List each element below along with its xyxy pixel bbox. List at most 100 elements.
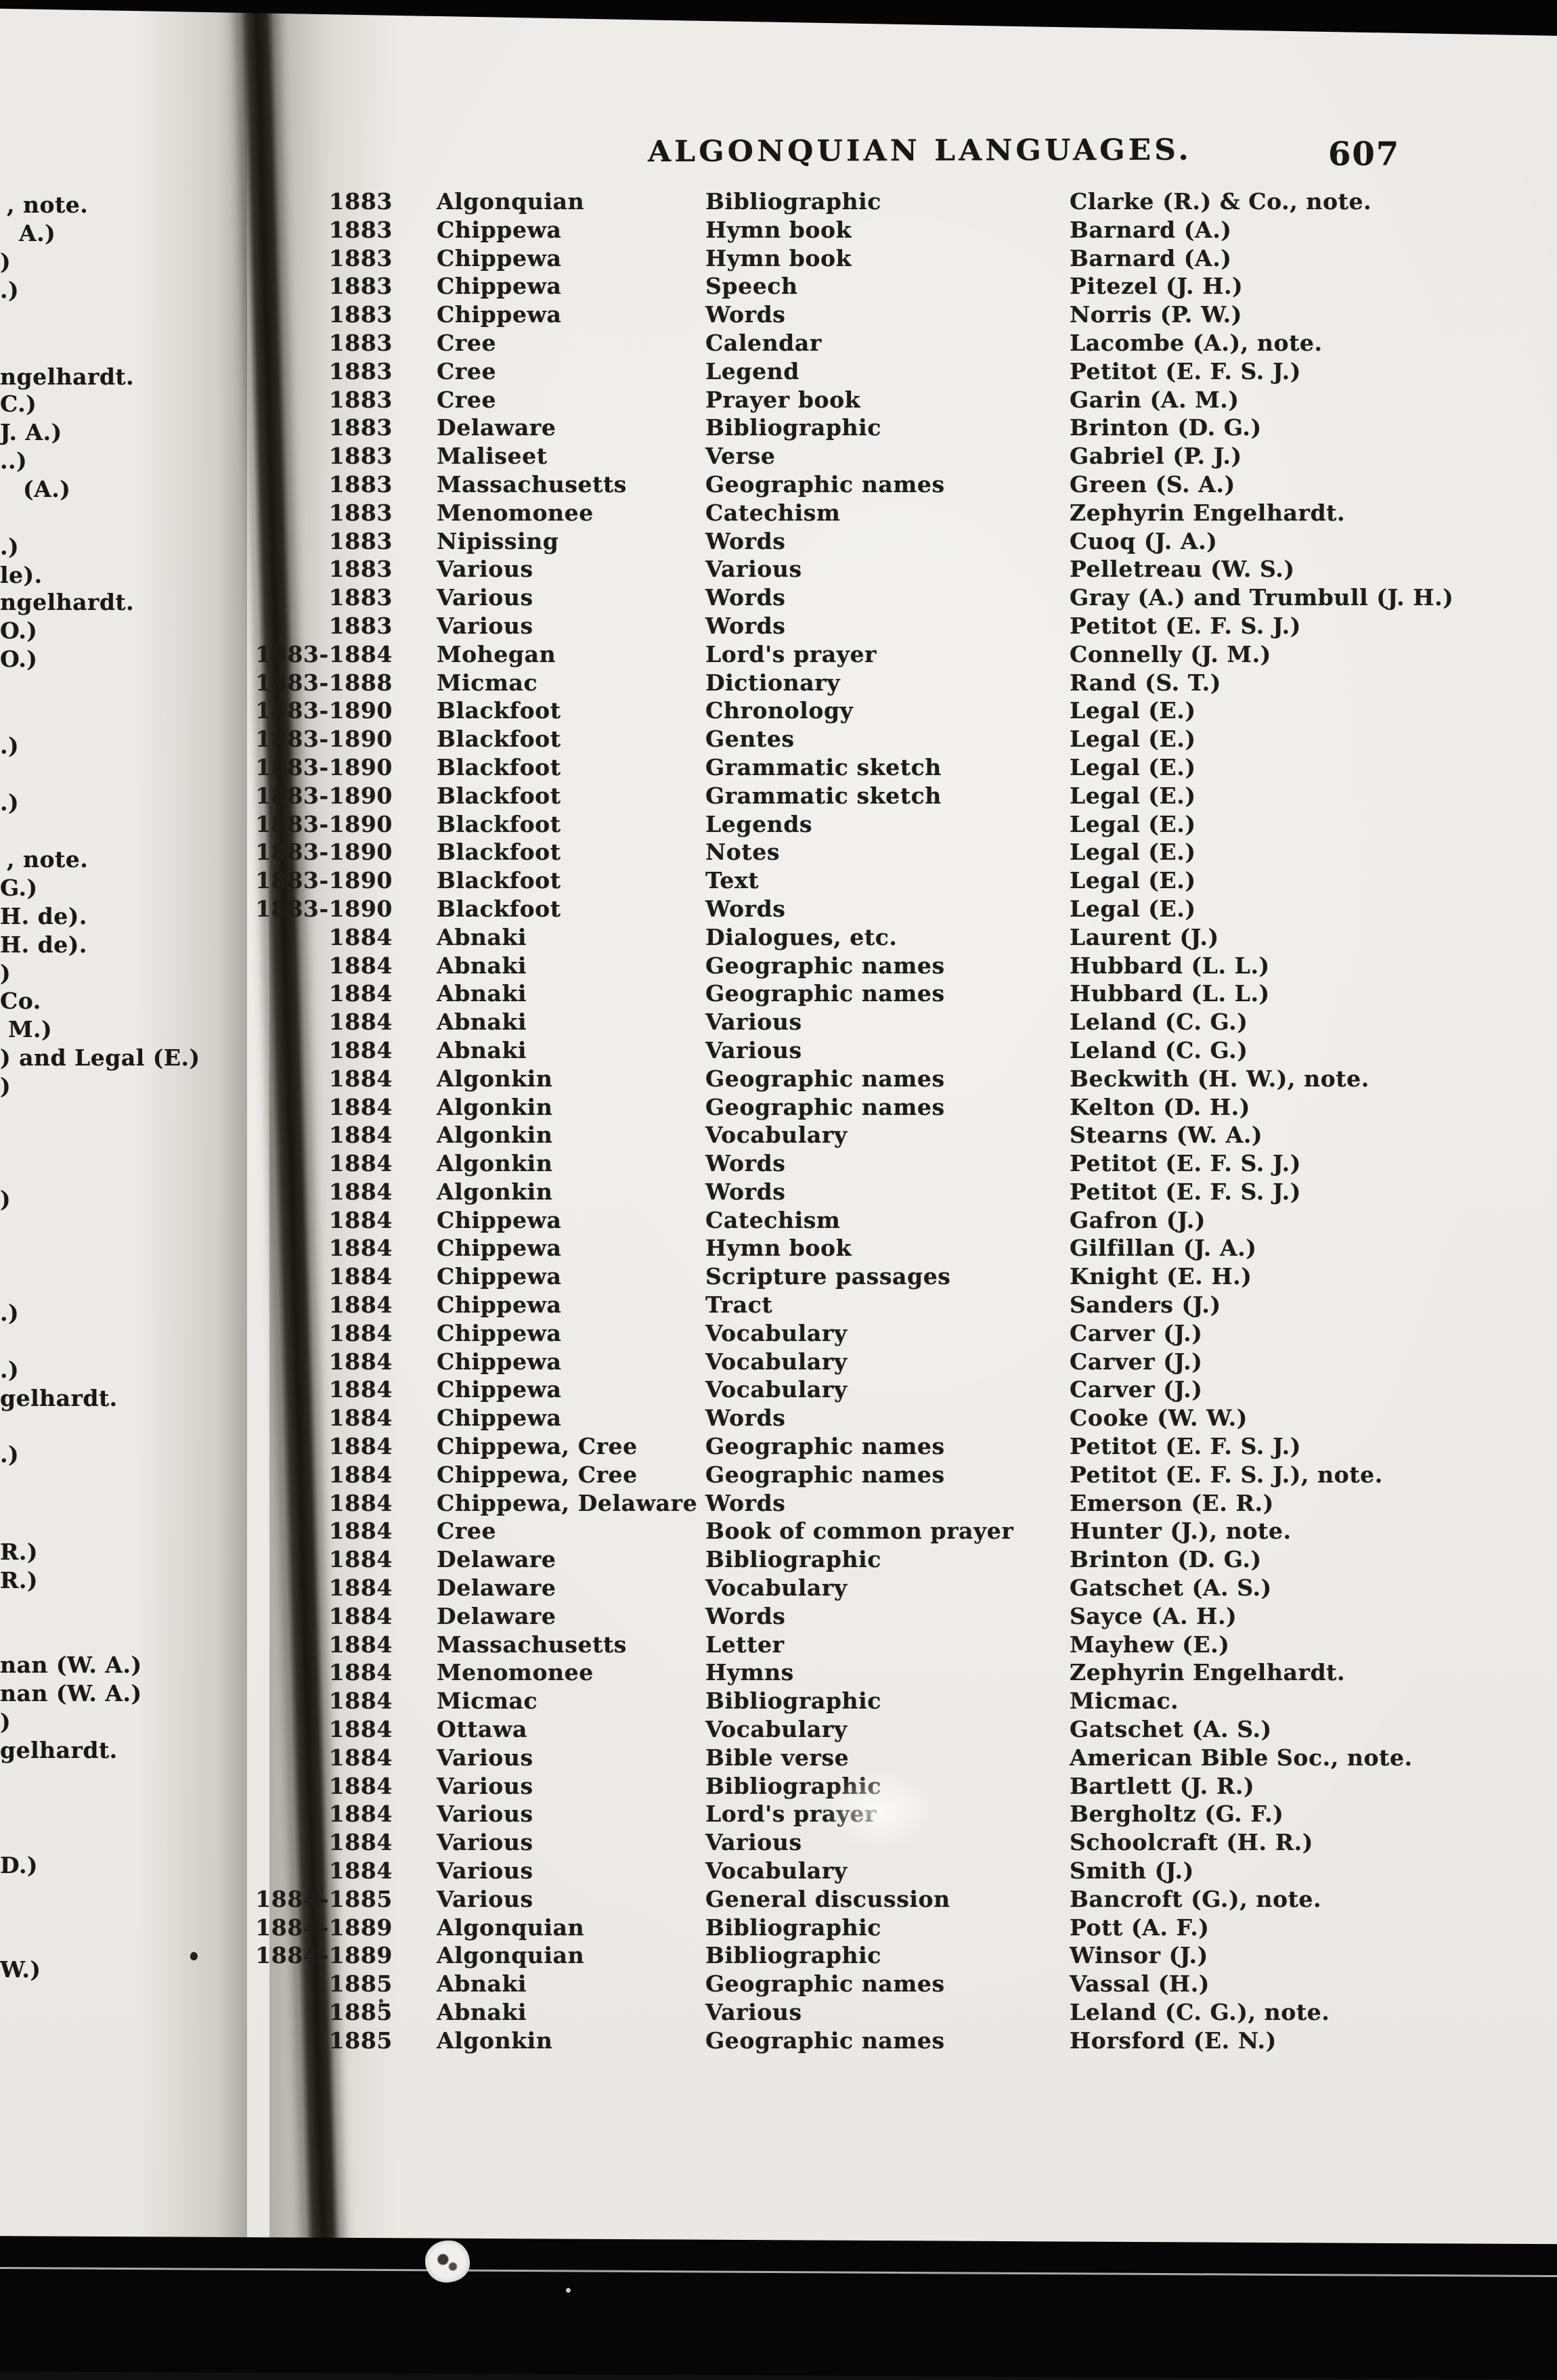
cell-year: 1884 bbox=[328, 1235, 393, 1262]
facing-page-text-fragment: .) bbox=[0, 732, 20, 759]
cell-language: Delaware bbox=[437, 1602, 556, 1629]
cell-author: Bancroft (G.), note. bbox=[1070, 1885, 1322, 1912]
cell-subject: Tract bbox=[705, 1292, 773, 1319]
cell-year: 1885 bbox=[328, 2027, 393, 2054]
cell-year: 1883-1884 bbox=[255, 640, 393, 667]
cell-language: Algonkin bbox=[437, 1065, 553, 1092]
table-row: 1885 Abnaki Various Leland (C. G.), note… bbox=[0, 1998, 1557, 2027]
bibliography-table: 1883 Algonquian Bibliographic Clarke (R.… bbox=[0, 188, 1557, 2055]
cell-author: Winsor (J.) bbox=[1070, 1942, 1208, 1969]
cell-author: Garin (A. M.) bbox=[1070, 386, 1240, 413]
scan-white-speck bbox=[566, 2288, 571, 2293]
cell-language: Chippewa bbox=[437, 273, 562, 300]
table-row: 1883 Menomonee Catechism Zephyrin Engelh… bbox=[0, 499, 1557, 527]
cell-year: 1885 bbox=[328, 1970, 393, 1998]
cell-subject: Legend bbox=[705, 357, 799, 384]
table-row: 1883 Various Various Pelletreau (W. S.) bbox=[0, 555, 1557, 583]
table-row: 1884 Chippewa, Cree Geographic names Pet… bbox=[0, 1461, 1557, 1489]
cell-language: Blackfoot bbox=[437, 895, 561, 922]
cell-author: Pott (A. F.) bbox=[1070, 1914, 1210, 1941]
table-row: 1884 Delaware Bibliographic Brinton (D. … bbox=[0, 1545, 1557, 1574]
cell-author: Hubbard (L. L.) bbox=[1070, 952, 1270, 979]
scan-artifact-blob bbox=[425, 2241, 470, 2283]
cell-year: 1883-1890 bbox=[255, 782, 393, 809]
cell-subject: Bibliographic bbox=[705, 1914, 881, 1941]
cell-language: Abnaki bbox=[437, 1999, 527, 2025]
table-row: 1884 Cree Book of common prayer Hunter (… bbox=[0, 1517, 1557, 1545]
ink-speck bbox=[379, 1999, 383, 2003]
cell-language: Ottawa bbox=[437, 1716, 528, 1743]
cell-author: Smith (J.) bbox=[1070, 1857, 1194, 1885]
cell-subject: General discussion bbox=[705, 1885, 950, 1912]
cell-language: Delaware bbox=[437, 414, 556, 441]
cell-subject: Chronology bbox=[705, 697, 854, 724]
facing-page-text-fragment: ) bbox=[0, 1073, 12, 1099]
cell-language: Chippewa bbox=[437, 301, 562, 328]
cell-year: 1883 bbox=[328, 584, 393, 611]
cell-subject: Bibliographic bbox=[705, 1942, 881, 1969]
cell-subject: Words bbox=[705, 1405, 786, 1432]
cell-year: 1883-1890 bbox=[255, 867, 393, 894]
table-row: 1883 Various Words Petitot (E. F. S. J.) bbox=[0, 612, 1557, 640]
table-row: 1883 Cree Legend Petitot (E. F. S. J.) bbox=[0, 357, 1557, 386]
cell-language: Blackfoot bbox=[437, 810, 561, 837]
cell-author: Hubbard (L. L.) bbox=[1070, 980, 1270, 1007]
cell-author: Micmac. bbox=[1070, 1688, 1179, 1715]
table-row: 1884 Abnaki Geographic names Hubbard (L.… bbox=[0, 952, 1557, 980]
facing-page-text-fragment: .) bbox=[0, 1300, 20, 1326]
cell-language: Abnaki bbox=[437, 1009, 527, 1036]
cell-language: Menomonee bbox=[437, 1659, 594, 1686]
cell-author: Bartlett (J. R.) bbox=[1070, 1772, 1255, 1799]
cell-language: Chippewa bbox=[437, 1319, 562, 1346]
cell-subject: Vocabulary bbox=[705, 1348, 848, 1375]
cell-year: 1884 bbox=[328, 1263, 393, 1290]
cell-subject: Prayer book bbox=[705, 386, 861, 413]
cell-author: Legal (E.) bbox=[1070, 895, 1196, 922]
cell-subject: Geographic names bbox=[705, 980, 945, 1007]
facing-page-text-fragment: ) bbox=[0, 960, 12, 986]
cell-author: Cooke (W. W.) bbox=[1070, 1405, 1248, 1432]
table-row: 1883 Cree Calendar Lacombe (A.), note. bbox=[0, 329, 1557, 357]
table-row: 1883 Algonquian Bibliographic Clarke (R.… bbox=[0, 188, 1557, 216]
cell-author: Emerson (E. R.) bbox=[1070, 1489, 1274, 1516]
cell-language: Abnaki bbox=[437, 952, 527, 979]
cell-subject: Words bbox=[705, 527, 786, 554]
table-row: 1884 Abnaki Various Leland (C. G.) bbox=[0, 1008, 1557, 1036]
cell-year: 1885 bbox=[328, 1999, 393, 2025]
facing-page-text-fragment: ..) bbox=[0, 447, 28, 474]
table-row: 1884 Chippewa Scripture passages Knight … bbox=[0, 1262, 1557, 1291]
facing-page-text-fragment: , note. bbox=[7, 192, 89, 218]
table-row: 1884 Algonkin Words Petitot (E. F. S. J.… bbox=[0, 1149, 1557, 1178]
cell-language: Nipissing bbox=[437, 527, 559, 554]
cell-language: Chippewa bbox=[437, 1292, 562, 1319]
table-row: 1884-1885 Various General discussion Ban… bbox=[0, 1885, 1557, 1914]
table-row: 1884 Chippewa Hymn book Gilfillan (J. A.… bbox=[0, 1234, 1557, 1262]
facing-page-text-fragment: ngelhardt. bbox=[0, 363, 135, 390]
cell-subject: Dialogues, etc. bbox=[705, 923, 898, 950]
cell-language: Menomonee bbox=[437, 499, 594, 526]
cell-language: Algonkin bbox=[437, 1178, 553, 1205]
cell-year: 1883 bbox=[328, 556, 393, 583]
cell-language: Massachusetts bbox=[437, 1631, 627, 1658]
table-row: 1884 Various Various Schoolcraft (H. R.) bbox=[0, 1828, 1557, 1857]
cell-subject: Legends bbox=[705, 810, 813, 837]
cell-author: Stearns (W. A.) bbox=[1070, 1122, 1263, 1149]
cell-author: Legal (E.) bbox=[1070, 726, 1196, 753]
table-row: 1883-1890 Blackfoot Chronology Legal (E.… bbox=[0, 697, 1557, 725]
cell-subject: Letter bbox=[705, 1631, 785, 1658]
facing-page-text-fragment: R.) bbox=[0, 1539, 39, 1565]
table-row: 1883-1890 Blackfoot Text Legal (E.) bbox=[0, 866, 1557, 895]
facing-page-text-fragment: le). bbox=[0, 562, 43, 588]
cell-author: Kelton (D. H.) bbox=[1070, 1093, 1250, 1120]
cell-author: Carver (J.) bbox=[1070, 1348, 1203, 1375]
cell-language: Chippewa bbox=[437, 244, 562, 271]
cell-author: Zephyrin Engelhardt. bbox=[1070, 1659, 1346, 1686]
cell-year: 1884 bbox=[328, 1433, 393, 1460]
facing-page-text-fragment: (A.) bbox=[23, 476, 71, 502]
cell-language: Maliseet bbox=[437, 443, 548, 470]
cell-author: Gabriel (P. J.) bbox=[1070, 443, 1242, 470]
cell-year: 1883 bbox=[328, 216, 393, 243]
cell-author: Norris (P. W.) bbox=[1070, 301, 1242, 328]
table-row: 1883-1890 Blackfoot Legends Legal (E.) bbox=[0, 810, 1557, 839]
facing-page-edge bbox=[0, 0, 247, 2301]
